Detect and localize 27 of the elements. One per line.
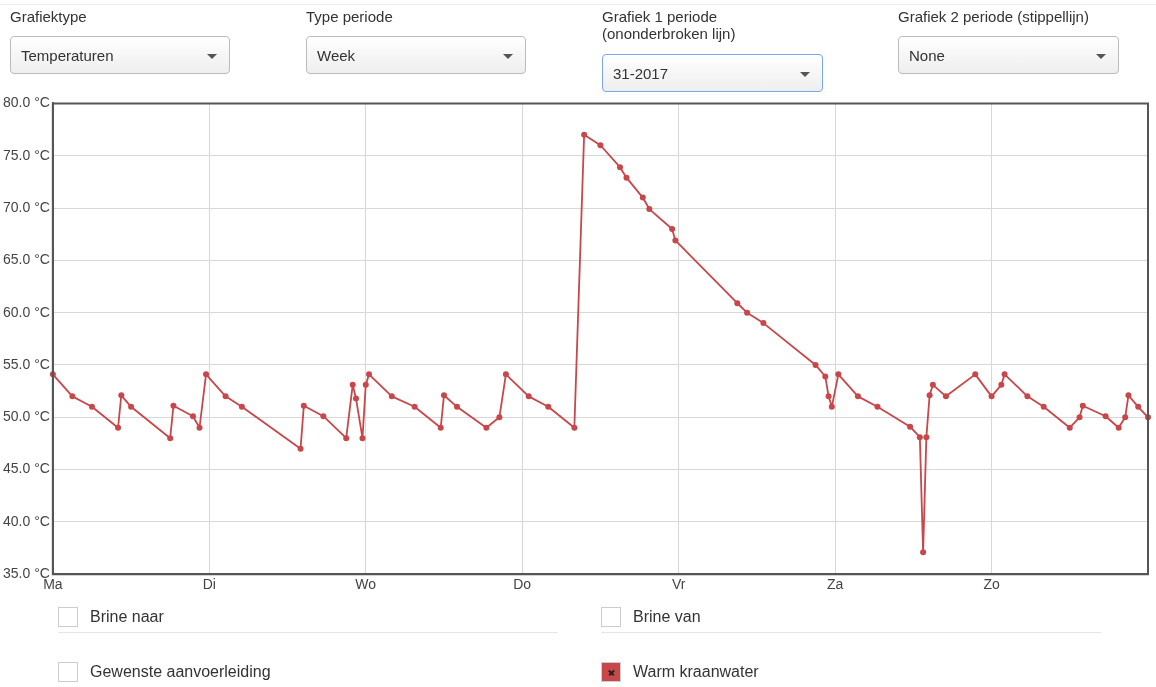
text: Type periode <box>306 8 394 27</box>
dropdown-field: Temperaturen <box>10 36 230 74</box>
x-tick-label: Zo <box>983 576 1000 593</box>
x-tick-label: Vr <box>671 576 686 593</box>
y-tick-label: 40.0 °C <box>2 512 50 529</box>
x-tick-label: Za <box>826 576 844 593</box>
legend-label: Warm kraanwater <box>633 663 759 681</box>
y-tick-label: 75.0 °C <box>2 146 50 163</box>
y-tick-label: 55.0 °C <box>2 355 50 372</box>
y-tick-label: 45.0 °C <box>2 460 50 477</box>
x-tick-label: Di <box>202 576 216 593</box>
dropdown-field: 31-2017 <box>602 54 823 92</box>
y-tick-label: 80.0 °C <box>2 94 50 111</box>
text: Grafiek 1 periode (ononderbroken lijn) <box>602 8 737 44</box>
x-tick-label: Wo <box>355 576 377 593</box>
y-tick-label: 50.0 °C <box>2 408 50 425</box>
text: Brine naar <box>90 608 164 626</box>
text: Brine van <box>633 608 701 626</box>
text: Grafiektype <box>10 8 88 27</box>
y-tick-label: 65.0 °C <box>2 251 50 268</box>
dropdown-field: None <box>898 36 1119 74</box>
y-tick-label: 70.0 °C <box>2 198 50 215</box>
dropdown-field: Week <box>306 36 526 74</box>
y-tick-label: 60.0 °C <box>2 303 50 320</box>
text: Gewenste aanvoerleiding <box>90 663 271 681</box>
text: Grafiek 2 periode (stippellijn) <box>898 8 1090 27</box>
x-tick-label: Do <box>513 576 532 593</box>
